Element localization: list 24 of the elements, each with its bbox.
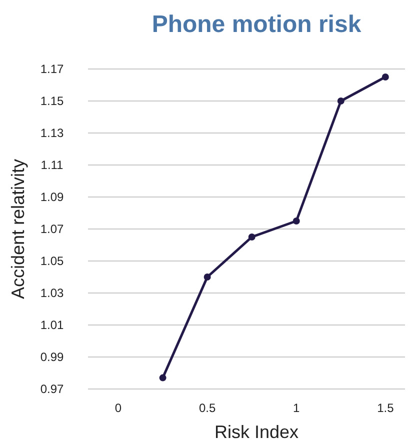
x-tick-label: 1.5 <box>377 401 394 415</box>
x-tick-label: 0 <box>114 401 122 415</box>
y-tick-label: 1.01 <box>40 318 64 332</box>
y-tick-label: 1.13 <box>40 126 64 140</box>
y-tick-label: 1.17 <box>40 62 64 76</box>
y-axis-title: Accident relativity <box>8 158 28 300</box>
y-tick-label: 0.99 <box>40 350 64 364</box>
y-tick-label: 1.09 <box>40 190 64 204</box>
chart-title: Phone motion risk <box>152 11 362 38</box>
y-tick-label: 1.11 <box>40 158 64 172</box>
point <box>159 374 166 382</box>
point <box>382 74 389 80</box>
y-tick-label: 1.05 <box>40 254 64 268</box>
y-tick-label: 0.97 <box>40 382 64 396</box>
y-tick-label: 1.03 <box>40 286 64 300</box>
point <box>337 98 344 104</box>
y-tick-label: 1.07 <box>40 222 64 236</box>
x-axis-title: Risk Index <box>214 422 299 442</box>
point <box>292 218 300 224</box>
x-tick-label: 0.5 <box>198 401 216 415</box>
point <box>248 234 256 240</box>
point <box>204 274 211 280</box>
x-tick-label: 1 <box>293 401 300 415</box>
y-tick-label: 1.15 <box>40 94 64 108</box>
